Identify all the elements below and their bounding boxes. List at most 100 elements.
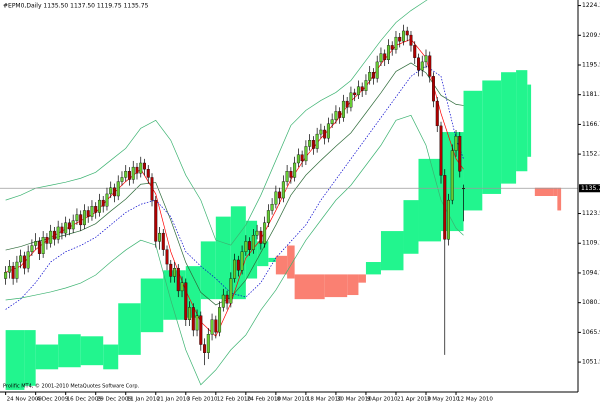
candle-body xyxy=(413,45,417,58)
candle-body xyxy=(225,294,229,304)
candle-body xyxy=(139,162,143,174)
candle-body xyxy=(420,61,424,71)
x-tick-label: 3 Feb 2010 xyxy=(187,397,218,403)
y-tick-label: 1051.50 xyxy=(582,359,600,366)
candle-body xyxy=(409,34,413,46)
candle-body xyxy=(79,214,83,226)
candle-body xyxy=(120,177,124,182)
x-tick-label: 3 May 2010 xyxy=(427,397,460,403)
candle-body xyxy=(101,199,105,207)
x-tick-label: 12 May 2010 xyxy=(457,397,493,403)
candle-body xyxy=(173,268,177,277)
candle-body xyxy=(94,206,98,213)
candle-body xyxy=(146,169,150,178)
candle-body xyxy=(7,265,11,273)
candle-body xyxy=(49,230,53,244)
cloud-segment xyxy=(257,241,269,267)
y-tick-label: 1094.70 xyxy=(582,269,600,276)
cloud-segment xyxy=(418,158,442,242)
cloud-segment xyxy=(380,231,404,271)
candle-body xyxy=(319,129,323,135)
cloud-segment xyxy=(358,274,366,283)
candle-body xyxy=(462,188,466,190)
candle-body xyxy=(206,334,210,353)
candle-body xyxy=(432,76,435,102)
candle-body xyxy=(300,154,304,162)
candle-body xyxy=(364,80,368,91)
y-tick-label: 1123.50 xyxy=(582,210,600,217)
overlay-line xyxy=(5,62,464,306)
candle-body xyxy=(281,181,285,199)
candle-body xyxy=(311,140,315,149)
cloud-segment xyxy=(140,278,164,333)
candle-body xyxy=(270,204,274,211)
candle-body xyxy=(458,135,462,172)
footer: Prolific MT4, © 2001-2010 MetaQuotes Sof… xyxy=(3,383,140,390)
candle-body xyxy=(30,245,34,252)
candle-body xyxy=(390,45,394,50)
candle-body xyxy=(218,307,222,333)
candle-body xyxy=(135,166,139,174)
candle-body xyxy=(150,177,154,201)
candle-body xyxy=(176,268,180,292)
candle-body xyxy=(274,191,278,205)
candle-body xyxy=(116,181,120,197)
cloud-segment xyxy=(403,200,419,254)
candle-body xyxy=(184,282,188,320)
cloud-segment xyxy=(275,255,288,275)
candle-body xyxy=(105,193,109,207)
candle-body xyxy=(154,199,158,242)
candle-body xyxy=(195,315,199,331)
cloud-segment xyxy=(287,245,295,279)
candle-body xyxy=(180,282,184,292)
cloud-segment xyxy=(482,80,502,194)
x-tick-label: 29 Dec 2009 xyxy=(97,397,133,403)
cloud-segment xyxy=(103,344,119,370)
candle-body xyxy=(345,100,349,108)
candle-body xyxy=(124,171,128,178)
overlay-line xyxy=(5,114,464,386)
candle-body xyxy=(109,187,113,195)
cloud-segment xyxy=(347,274,359,296)
x-tick-label: 16 Dec 2009 xyxy=(67,397,103,403)
candle-body xyxy=(233,259,237,279)
candle-body xyxy=(15,261,19,279)
candle-body xyxy=(375,61,379,79)
candle-body xyxy=(67,222,71,230)
overlay-line xyxy=(5,65,464,310)
candle-body xyxy=(416,57,420,71)
cloud-segment xyxy=(245,220,258,279)
candle-body xyxy=(405,30,409,36)
cloud-segment xyxy=(324,274,348,298)
candle-body xyxy=(447,199,451,240)
candle-body xyxy=(191,307,195,331)
candle-body xyxy=(112,187,116,197)
candle-body xyxy=(341,100,345,118)
x-tick-label: 24 Nov 2009 xyxy=(7,397,43,403)
cloud-segment xyxy=(294,274,325,300)
candle-body xyxy=(398,36,402,42)
candle-body xyxy=(210,319,214,335)
x-tick-label: 12 Feb 2010 xyxy=(217,397,252,403)
candle-body xyxy=(259,230,263,244)
candle-body xyxy=(394,36,398,50)
candle-body xyxy=(308,140,312,147)
x-tick-label: 30 Mar 2010 xyxy=(337,397,372,403)
candle-body xyxy=(97,199,101,213)
candle-body xyxy=(158,232,162,242)
candle-body xyxy=(22,255,26,269)
candle-body xyxy=(326,123,330,139)
x-tick-label: 18 Mar 2010 xyxy=(307,397,342,403)
y-tick-label: 1209.90 xyxy=(582,32,600,39)
candle-body xyxy=(379,53,383,63)
candle-body xyxy=(56,226,60,240)
candle-body xyxy=(161,232,165,250)
candle-body xyxy=(248,241,252,250)
cloud-segment xyxy=(527,84,532,157)
candle-body xyxy=(349,92,353,108)
y-tick-label: 1166.70 xyxy=(582,121,600,128)
candle-body xyxy=(315,133,319,149)
candle-body xyxy=(4,272,8,279)
candle-body xyxy=(90,206,94,217)
